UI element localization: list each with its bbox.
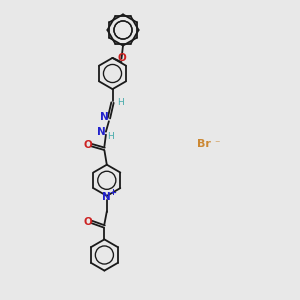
Text: N: N xyxy=(97,127,106,137)
Text: Br: Br xyxy=(197,139,211,149)
Text: H: H xyxy=(117,98,123,106)
Text: +: + xyxy=(109,188,116,196)
Text: O: O xyxy=(117,53,126,64)
Text: N: N xyxy=(102,191,111,202)
Text: ⁻: ⁻ xyxy=(215,139,220,149)
Text: H: H xyxy=(107,132,114,141)
Text: N: N xyxy=(100,112,109,122)
Text: O: O xyxy=(84,217,93,227)
Text: O: O xyxy=(84,140,93,150)
